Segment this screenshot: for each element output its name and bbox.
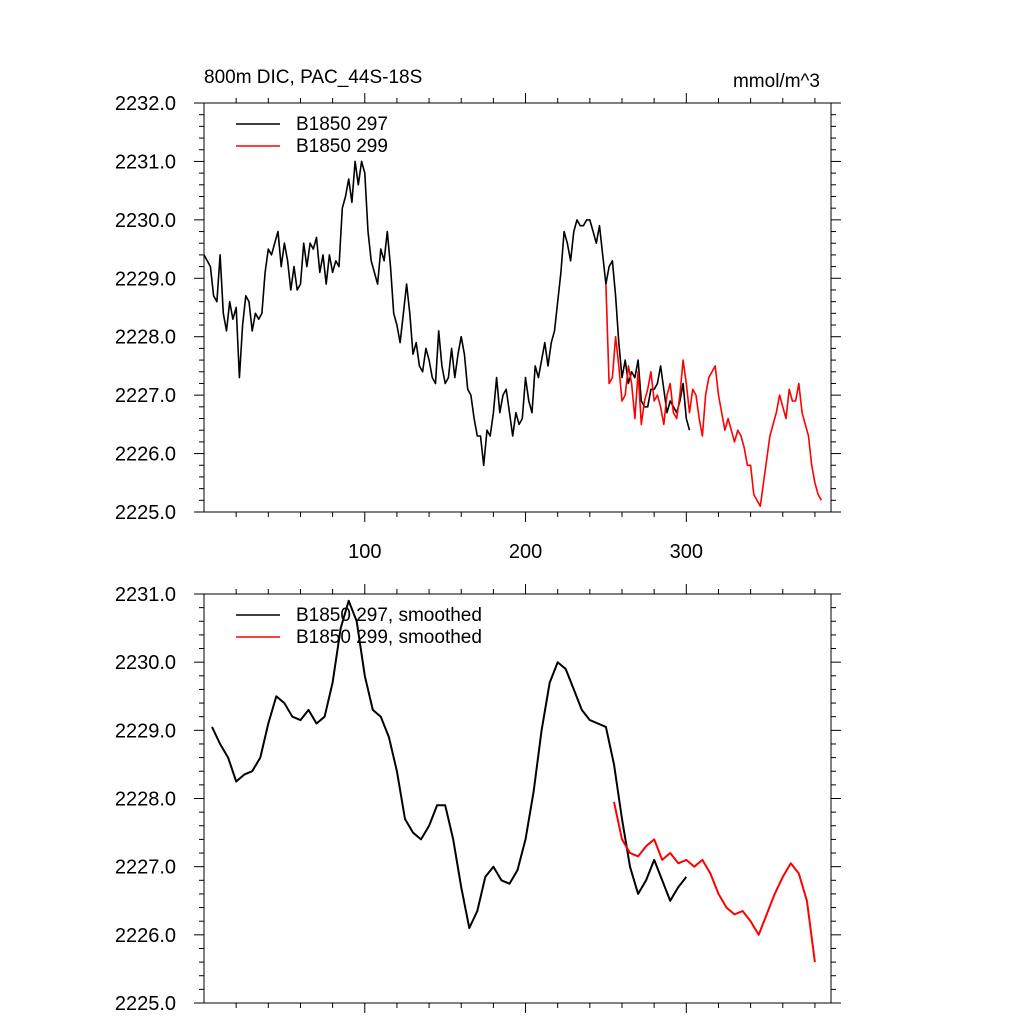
data-lines [211,599,816,963]
x-axis [235,584,816,1013]
x-tick-label: 200 [509,541,542,563]
y-tick-label: 2229.0 [115,720,176,742]
data-lines [203,160,823,508]
y-tick-label: 2230.0 [115,210,176,232]
series-line-b1850-297 [211,599,688,929]
series-line-b1850-297 [203,160,691,467]
y-tick-label: 2231.0 [115,584,176,606]
y-tick-label: 2232.0 [115,93,176,115]
y-tick-label: 2227.0 [115,385,176,407]
bottom-panel: 2225.0 2226.0 2227.0 2228.0 2229.0 2230.0 2231… [115,584,841,1015]
top-panel: 2225.0 2226.0 2227.0 2228.0 2229.0 2230.0 2231… [115,93,841,563]
legend-label: B1850 299, smoothed [296,627,482,648]
y-tick-label: 2230.0 [115,652,176,674]
y-tick-label: 2225.0 [115,993,176,1015]
y-tick-label: 2227.0 [115,857,176,879]
series-line-b1850-299 [613,801,816,963]
x-tick-label: 300 [670,541,703,563]
y-axis: 2225.0 2226.0 2227.0 2228.0 2229.0 2230.0 2231… [115,584,841,1015]
y-tick-label: 2226.0 [115,444,176,466]
chart-title: 800m DIC, PAC_44S-18S [204,67,422,88]
legend-label: B1850 297 [296,114,388,135]
y-tick-label: 2231.0 [115,151,176,173]
plot-frame [203,593,832,1004]
y-axis: 2225.0 2226.0 2227.0 2228.0 2229.0 2230.0 2231… [115,93,841,524]
y-tick-label: 2225.0 [115,502,176,524]
plot-frame [203,102,832,513]
units-label: mmol/m^3 [733,71,820,92]
y-tick-label: 2228.0 [115,789,176,811]
x-tick-label: 100 [348,541,381,563]
legend-label: B1850 297, smoothed [296,605,482,626]
series-line-b1850-299 [605,284,823,508]
y-tick-label: 2226.0 [115,925,176,947]
legend-label: B1850 299 [296,136,388,157]
y-tick-label: 2228.0 [115,327,176,349]
y-tick-label: 2229.0 [115,268,176,290]
x-axis: 100 200 300 [235,93,816,563]
